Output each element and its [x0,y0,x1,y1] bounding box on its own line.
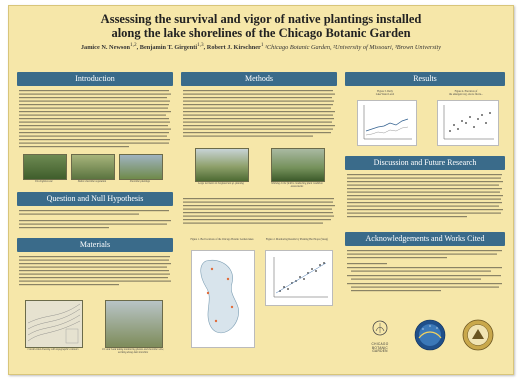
photo-construction-drawing [25,300,83,348]
introduction-text-lines [19,90,171,152]
materials-header: Materials [17,238,173,252]
authors-line: Jamice N. Newson1,2, Benjamin T. Girgent… [29,42,493,51]
acknowledgements-text [347,250,503,312]
discussion-text-lines [347,174,503,226]
caption-photo1: Iris virginica var. [21,180,67,183]
materials-text-lines [19,256,171,296]
poster-title-line1: Assessing the survival and vigor of nati… [29,12,493,26]
question-header: Question and Null Hypothesis [17,192,173,206]
poster: Assessing the survival and vigor of nati… [8,5,514,375]
author-1: Jamice N. Newson [81,44,130,51]
poster-title: Assessing the survival and vigor of nati… [29,12,493,40]
lake-map-svg [192,251,254,347]
caption-fig2: Figure 2. Monitoring Results by Planting… [261,238,333,241]
caption-photo2: Native shoreline vegetation [69,180,115,183]
university-seal-logo [461,318,495,352]
cbg-logo-mark [361,318,399,338]
introduction-text [19,90,171,152]
introduction-header: Introduction [17,72,173,86]
author-3: , Robert J. Kirschner [204,44,261,51]
methods-text-2 [183,198,335,232]
materials-text [19,256,171,296]
methods-text-lines [183,90,335,144]
acknowledgements-text-lines [347,250,503,312]
nsf-logo-mark [413,318,447,352]
results-fig-b-title-line2: the emergent veg. above fluctu... [433,93,499,96]
results-header: Results [345,72,505,86]
poster-title-line2: along the lake shorelines of the Chicago… [29,26,493,40]
construction-drawing-contours [26,301,82,347]
methods-text-2-lines [183,198,335,232]
results-chart-b-svg [438,101,498,145]
caption-photo3: Shoreline plantings [117,180,163,183]
caption-photo7: Dr. and I and taking monitoring photos a… [101,348,165,354]
results-chart-a [357,100,417,146]
discussion-header: Discussion and Future Research [345,156,505,170]
photo-field-work [271,148,325,182]
caption-photo5: Working in the field is conducting plant… [265,182,329,188]
results-fig-a-title-line2: Lake Water Level [353,93,417,96]
cbg-logo-line3: GARDEN [361,350,399,354]
photo-native-vegetation [71,154,115,180]
methods-header: Methods [181,72,337,86]
university-seal-mark [461,318,495,352]
figure1-map [191,250,255,348]
caption-photo4: Large meristem in Sorghastrum sp. planti… [191,182,251,185]
discussion-text [347,174,503,226]
chicago-botanic-garden-logo: CHICAGO BOTANIC GARDEN [361,318,399,354]
photo-monitoring [105,300,163,348]
results-fig-b-title: Figure 4. Elevation of the emergent veg.… [433,90,499,96]
photo-iris [23,154,67,180]
results-fig-a-title: Figure 3. Daily Lake Water Level [353,90,417,96]
question-text [19,210,171,234]
question-text-lines [19,210,171,234]
caption-photo6: Construction drawing with topographic co… [23,348,83,351]
author-2: , Benjamin T. Girgenti [137,44,197,51]
acknowledgements-header: Acknowledgements and Works Cited [345,232,505,246]
methods-text [183,90,335,144]
photo-sorghastrum [195,148,249,182]
results-chart-b [437,100,499,146]
figure2-chart-svg [266,251,332,305]
nsf-logo [413,318,447,352]
photo-shoreline [119,154,163,180]
caption-fig1: Figure 1. Bed locations of the Chicago B… [189,238,255,241]
figure2-chart [265,250,333,306]
results-chart-a-svg [358,101,416,145]
affiliations: ¹Chicago Botanic Garden, ²University of … [263,44,441,51]
